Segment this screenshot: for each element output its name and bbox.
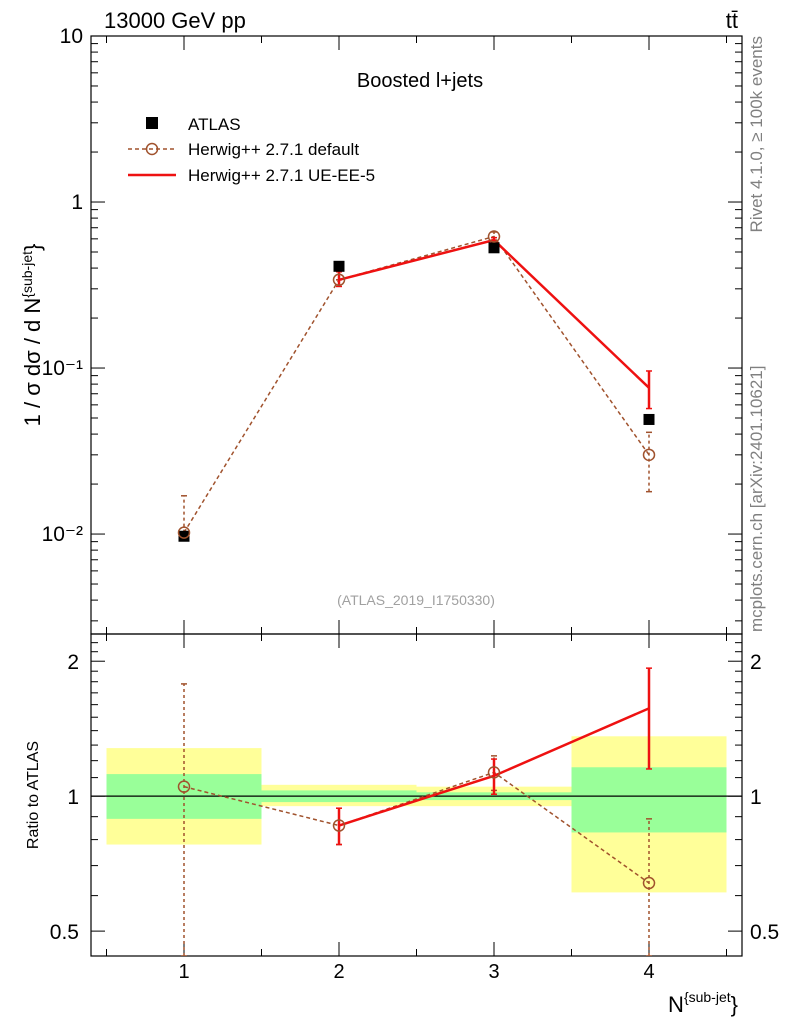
ratio-ytick-label-right-1: 2 bbox=[750, 651, 762, 674]
main-uee5-line bbox=[338, 238, 650, 389]
ratio-default-point-2 bbox=[332, 819, 346, 832]
x-axis-label-super: {sub-jet bbox=[684, 989, 731, 1005]
main-series-layer bbox=[177, 230, 656, 542]
ratio-axes: 2 2 1 1 0.5 0.5 1 2 3 4 bbox=[50, 633, 779, 983]
ratio-y-axis-label: Ratio to ATLAS bbox=[25, 741, 42, 849]
ratio-ytick-label-left-2: 1 bbox=[67, 786, 79, 809]
atlas-point-2 bbox=[333, 260, 345, 272]
legend-atlas-label: ATLAS bbox=[188, 115, 241, 134]
energy-label: 13000 GeV pp bbox=[104, 8, 246, 33]
x-tick-label-2: 2 bbox=[333, 961, 344, 983]
ratio-default-line bbox=[183, 771, 650, 884]
ratio-series-layer bbox=[177, 667, 656, 956]
main-default-point-3 bbox=[487, 230, 501, 243]
main-ytick-label-3: 10⁻¹ bbox=[42, 357, 83, 380]
ratio-ytick-label-right-2: 1 bbox=[750, 786, 762, 809]
mcplots-label: mcplots.cern.ch [arXiv:2401.10621] bbox=[747, 366, 766, 632]
process-label: tt̄ bbox=[726, 8, 738, 33]
x-axis-label: N{sub-jet} bbox=[668, 989, 738, 1017]
ratio-bands bbox=[106, 736, 727, 893]
chart-title: Boosted l+jets bbox=[357, 70, 483, 92]
x-axis-label-close: } bbox=[731, 992, 738, 1017]
x-axis-label-text: N bbox=[668, 992, 684, 1017]
main-y-axis-label-text: 1 / σ dσ / d N bbox=[20, 298, 45, 427]
x-tick-label-3: 3 bbox=[488, 961, 499, 983]
legend-uee5-label: Herwig++ 2.7.1 UE-EE-5 bbox=[188, 166, 375, 185]
legend-default-label: Herwig++ 2.7.1 default bbox=[188, 140, 359, 159]
atlas-point-3 bbox=[488, 242, 500, 254]
ratio-uee5-line bbox=[338, 707, 650, 827]
main-y-axis-label-close: } bbox=[20, 244, 45, 251]
main-ytick-label-1: 10 bbox=[60, 25, 83, 48]
ratio-ytick-label-left-3: 0.5 bbox=[50, 921, 79, 944]
rivet-label: Rivet 4.1.0, ≥ 100k events bbox=[747, 36, 766, 232]
ratio-default-point-4 bbox=[642, 876, 656, 890]
ratio-default-point-1 bbox=[177, 780, 191, 793]
legend-atlas-marker bbox=[146, 117, 158, 129]
main-y-axis-label-super: {sub-jet bbox=[19, 251, 35, 298]
main-y-axis-label: 1 / σ dσ / d N{sub-jet} bbox=[19, 244, 45, 427]
legend-default-marker bbox=[145, 142, 159, 156]
main-default-point-2 bbox=[332, 273, 346, 287]
main-axes: 10 1 10⁻¹ 10⁻² bbox=[42, 25, 743, 635]
ratio-ytick-label-left-1: 2 bbox=[67, 651, 79, 674]
analysis-id: (ATLAS_2019_I1750330) bbox=[337, 592, 495, 608]
atlas-point-1 bbox=[178, 530, 190, 542]
x-tick-label-4: 4 bbox=[643, 961, 654, 983]
ratio-default-point-3 bbox=[487, 766, 501, 779]
ratio-ytick-label-right-3: 0.5 bbox=[750, 921, 779, 944]
atlas-point-4 bbox=[643, 413, 655, 425]
main-default-line bbox=[183, 235, 650, 534]
main-default-point-4 bbox=[642, 448, 656, 462]
main-ytick-label-4: 10⁻² bbox=[42, 523, 83, 546]
main-default-point-1 bbox=[177, 526, 191, 539]
x-tick-label-1: 1 bbox=[178, 961, 189, 983]
legend: ATLAS Herwig++ 2.7.1 default Herwig++ 2.… bbox=[128, 115, 375, 185]
main-ytick-label-2: 1 bbox=[71, 191, 83, 214]
